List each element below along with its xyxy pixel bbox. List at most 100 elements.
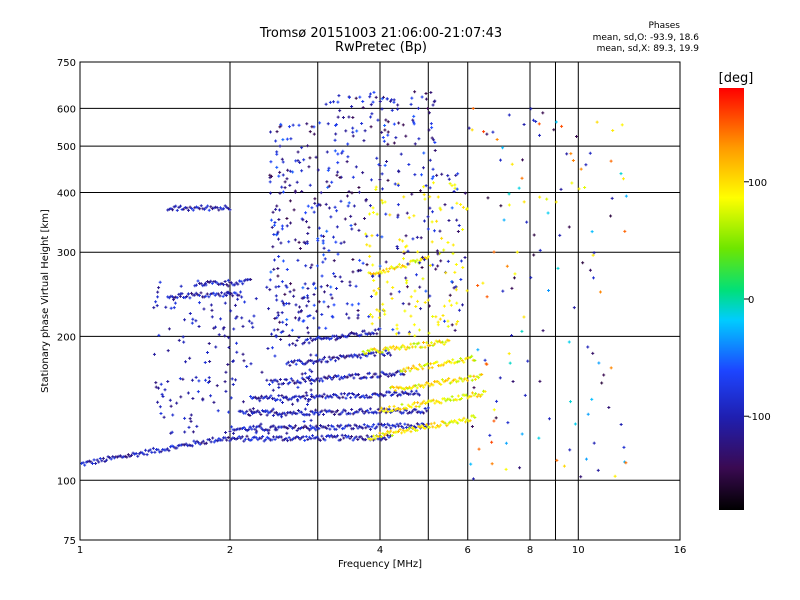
data-point [202,207,206,211]
data-point [365,409,369,413]
data-point [307,413,311,417]
data-point [190,321,194,325]
data-point [383,423,387,427]
data-point [427,366,431,370]
data-point [328,337,332,341]
data-point [279,241,283,245]
data-point [466,396,470,400]
data-point [357,228,361,232]
data-point [347,373,351,377]
data-point [280,299,284,303]
data-point [304,435,308,439]
data-point [296,150,300,154]
data-point [427,304,431,308]
data-point [228,429,232,433]
data-point [444,361,448,365]
data-point [440,172,444,176]
data-point [154,381,158,385]
data-point [395,422,399,426]
data-point [590,397,594,401]
data-point [112,456,116,460]
data-point [267,382,271,386]
data-point [444,340,448,344]
data-point [423,426,427,430]
data-point [285,224,289,228]
data-point [383,200,387,204]
data-point [393,347,397,351]
data-point [288,169,292,173]
data-point [343,217,347,221]
data-point [351,412,355,416]
chart-subtitle: RwPretec (Bp) [334,40,428,55]
data-point [365,263,369,267]
data-point [398,422,402,426]
data-point [463,420,467,424]
data-point [305,360,309,364]
x-tick-label: 2 [227,545,233,556]
data-point [440,378,444,382]
data-point [388,213,392,217]
data-point [412,323,416,327]
data-point [365,332,369,336]
data-point [389,429,393,433]
data-point [510,286,514,290]
data-point [367,425,371,429]
data-point [272,233,276,237]
data-point [389,393,393,397]
data-point [302,319,306,323]
data-point [390,385,394,389]
data-point [541,111,545,115]
data-point [478,394,482,398]
data-point [420,95,424,99]
data-point [482,130,486,134]
data-point [207,208,211,212]
data-point [360,376,364,380]
data-point [624,194,628,198]
data-point [363,375,367,379]
data-point [162,415,166,419]
data-point [275,152,279,156]
data-point [142,452,146,456]
data-point [304,391,308,395]
data-point [316,359,320,363]
data-point [297,394,301,398]
data-point [420,266,424,270]
data-point [426,298,430,302]
data-point [384,260,388,264]
data-point [240,427,244,431]
data-point [329,293,333,297]
data-point [439,259,443,263]
data-point [460,418,464,422]
data-point [319,191,323,195]
data-point [577,187,581,191]
data-point [227,336,231,340]
data-point [518,466,522,470]
data-point [362,423,366,427]
data-point [334,427,338,431]
data-point [436,400,440,404]
data-point [321,379,325,383]
data-point [453,328,457,332]
colorbar-tick-label: 0 [748,295,754,306]
data-point [386,422,390,426]
data-point [418,261,422,265]
data-point [537,122,541,126]
data-point [311,410,315,414]
data-point [177,205,181,209]
data-point [426,406,430,410]
data-point [461,303,465,307]
data-point [590,230,594,234]
data-point [284,302,288,306]
data-point [165,447,169,451]
data-point [286,360,290,364]
data-point [547,417,551,421]
data-point [534,120,538,124]
data-point [323,408,327,412]
data-point [278,377,282,381]
data-point [192,439,196,443]
data-point [376,407,380,411]
data-point [363,353,367,357]
data-point [354,353,358,357]
data-point [256,438,260,442]
data-point [280,394,284,398]
